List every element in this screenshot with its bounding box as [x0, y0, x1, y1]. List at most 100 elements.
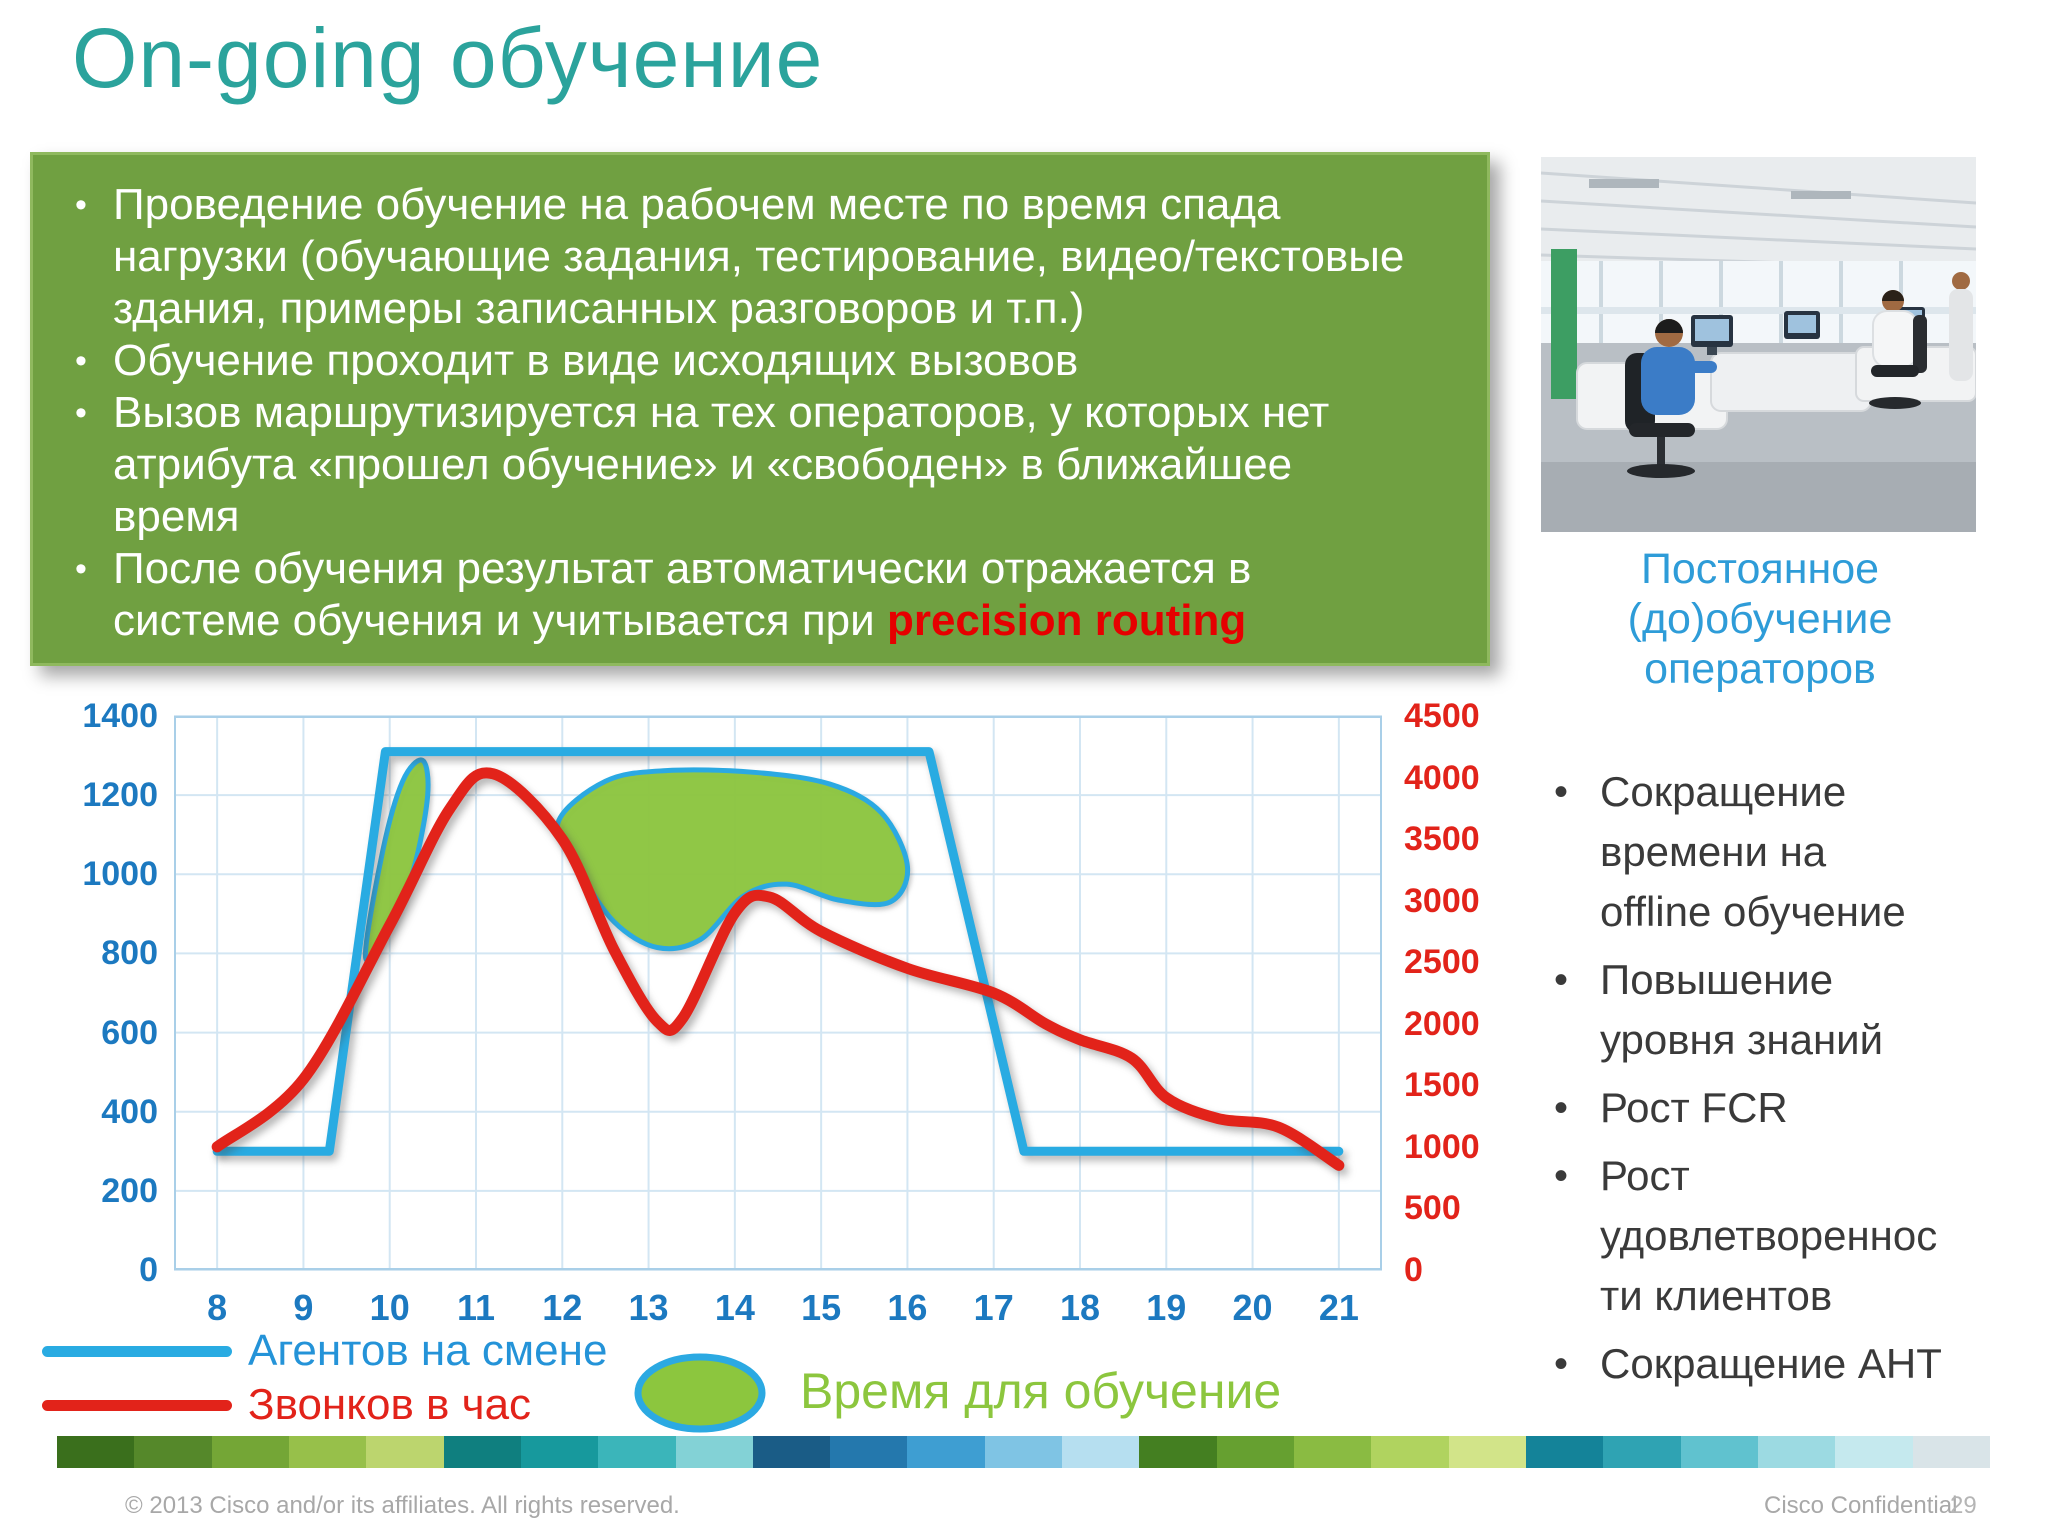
list-item: • Сокращение времени на offline обучение [1548, 762, 1948, 942]
list-item: • Повышение уровня знаний [1548, 950, 1948, 1070]
stripe-segment [1371, 1436, 1449, 1468]
stripe-segment [907, 1436, 985, 1468]
axis-tick-label: 0 [139, 1251, 158, 1289]
axis-tick-label: 800 [101, 934, 158, 973]
info-bullet-text: После обучения результат автоматически о… [113, 543, 1423, 647]
bullet-icon: • [1554, 1086, 1569, 1130]
stripe-segment [1757, 1436, 1836, 1468]
list-item: • Рост удовлетворенности клиентов [1548, 1146, 1948, 1326]
axis-tick-label: 0 [1404, 1251, 1423, 1289]
axis-tick-label: 200 [101, 1171, 158, 1210]
axis-tick-label: 19 [1146, 1287, 1187, 1328]
legend-line-agents [42, 1346, 232, 1357]
axis-tick-label: 8 [207, 1287, 228, 1328]
axis-tick-label: 3000 [1404, 881, 1480, 920]
stripe-segment [366, 1436, 444, 1468]
stripe-segment [1680, 1436, 1758, 1468]
info-bullet: • После обучения результат автоматически… [49, 543, 1447, 647]
stripe-segment [1216, 1436, 1294, 1468]
series-agents-line [212, 747, 1344, 1156]
info-bullet: • Обучение проходит в виде исходящих выз… [49, 335, 1447, 387]
info-bullet-text: Обучение проходит в виде исходящих вызов… [113, 336, 1079, 385]
axis-tick-label: 1400 [82, 697, 158, 735]
axis-tick-label: 1200 [82, 776, 158, 815]
info-bullet-text-prefix: После обучения результат автоматически о… [113, 544, 1252, 645]
legend-training-area-icon [634, 1353, 766, 1433]
list-item-text: Рост удовлетворенности клиентов [1600, 1152, 1938, 1319]
stripe-segment [675, 1436, 753, 1468]
brand-color-stripe [57, 1436, 1990, 1468]
axis-tick-label: 13 [628, 1287, 669, 1328]
bullet-icon: • [75, 186, 87, 224]
photo-green-pillar [1551, 249, 1577, 399]
list-item-text: Рост FCR [1600, 1084, 1788, 1131]
bullet-icon: • [1554, 1154, 1569, 1198]
axis-tick-label: 15 [801, 1287, 842, 1328]
list-item-text: Сокращение AHT [1600, 1340, 1942, 1387]
photo-person-left [1625, 319, 1717, 478]
stripe-segment [1603, 1436, 1681, 1468]
legend-label-agents: Агентов на смене [248, 1326, 608, 1375]
stripe-segment [830, 1436, 908, 1468]
right-panel-list: • Сокращение времени на offline обучение… [1548, 762, 1948, 1402]
info-bullet-text: Проведение обучение на рабочем месте по … [113, 180, 1405, 333]
bullet-icon: • [75, 550, 87, 588]
axis-tick-label: 20 [1232, 1287, 1273, 1328]
series-calls-line [211, 767, 1345, 1171]
chart-border [174, 716, 1382, 1270]
footer-confidential: Cisco Confidential [1764, 1492, 1958, 1519]
info-bullet: • Проведение обучение на рабочем месте п… [49, 179, 1447, 335]
axis-tick-label: 600 [101, 1013, 158, 1052]
axis-tick-label: 17 [973, 1287, 1014, 1328]
stripe-segment [1525, 1436, 1604, 1468]
axis-tick-label: 4500 [1404, 697, 1480, 735]
axis-tick-label: 3500 [1404, 820, 1480, 859]
list-item: • Рост FCR [1548, 1078, 1948, 1138]
precision-routing-highlight: precision routing [886, 596, 1247, 645]
bullet-icon: • [75, 342, 87, 380]
training-chart-plot [174, 715, 1382, 1271]
stripe-segment [1294, 1436, 1372, 1468]
axis-tick-label: 500 [1404, 1189, 1461, 1228]
stripe-segment [984, 1436, 1063, 1468]
info-bullet-text: Вызов маршрутизируется на тех операторов… [113, 388, 1330, 541]
stripe-segment [443, 1436, 521, 1468]
photo-person-right [1869, 290, 1927, 409]
bullet-icon: • [1554, 770, 1569, 814]
axis-tick-label: 2000 [1404, 1004, 1480, 1043]
list-item-text: Повышение уровня знаний [1600, 956, 1884, 1063]
stripe-segment [288, 1436, 367, 1468]
stripe-segment [134, 1436, 212, 1468]
right-panel-heading: Постоянное (до)обучение операторов [1627, 545, 1893, 693]
axis-tick-label: 18 [1059, 1287, 1101, 1328]
stripe-segment [520, 1436, 599, 1468]
legend-label-calls: Звонков в час [248, 1380, 532, 1429]
axis-tick-label: 1000 [1404, 1127, 1480, 1166]
bullet-icon: • [1554, 958, 1569, 1002]
axis-tick-label: 21 [1318, 1287, 1359, 1328]
stripe-segment [1062, 1436, 1140, 1468]
axis-tick-label: 16 [887, 1287, 928, 1328]
axis-tick-label: 2500 [1404, 943, 1480, 982]
call-center-photo [1541, 157, 1976, 532]
legend-label-training: Время для обучение [800, 1363, 1282, 1419]
stripe-segment [1835, 1436, 1913, 1468]
photo-person-far-right [1949, 272, 1973, 381]
bullet-icon: • [1554, 1342, 1569, 1386]
page-title: On-going обучение [72, 11, 824, 105]
axis-tick-label: 4000 [1404, 758, 1480, 797]
axis-tick-label: 1500 [1404, 1066, 1480, 1105]
footer-copyright: © 2013 Cisco and/or its affiliates. All … [125, 1492, 680, 1519]
axis-tick-label: 1000 [82, 855, 158, 894]
stripe-segment [211, 1436, 289, 1468]
bullet-icon: • [75, 394, 87, 432]
info-box: • Проведение обучение на рабочем месте п… [30, 152, 1490, 666]
stripe-segment [598, 1436, 676, 1468]
photo-ceiling [1541, 157, 1976, 275]
list-item: • Сокращение AHT [1548, 1334, 1948, 1394]
stripe-segment [1448, 1436, 1526, 1468]
stripe-segment [1912, 1436, 1990, 1468]
stripe-segment [1139, 1436, 1217, 1468]
axis-tick-label: 400 [101, 1092, 158, 1131]
